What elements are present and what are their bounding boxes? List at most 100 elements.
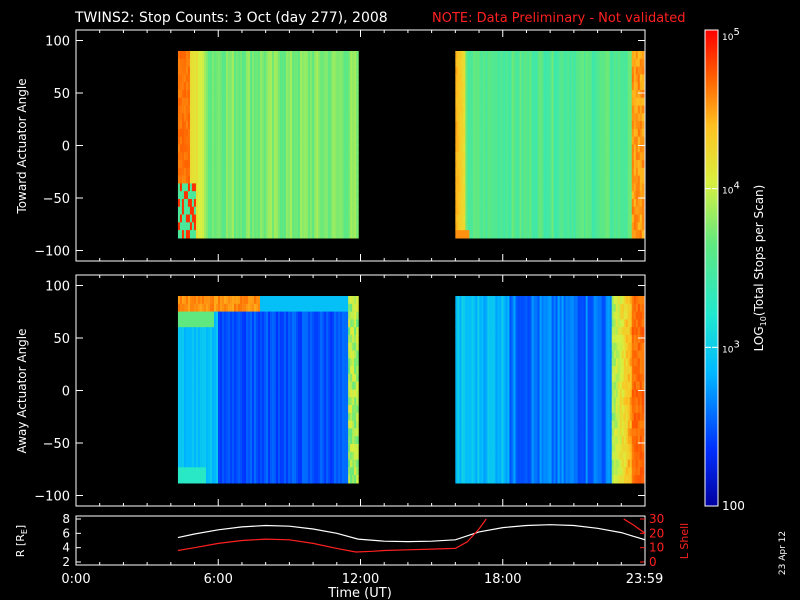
heatmap-cell (561, 51, 565, 60)
heatmap-cell (525, 160, 529, 169)
heatmap-cell (555, 58, 559, 68)
heatmap-cell (617, 152, 621, 161)
heatmap-cell (209, 358, 213, 367)
heatmap-cell (201, 160, 205, 169)
heatmap-cell (519, 175, 523, 184)
heatmap-cell (203, 389, 207, 398)
heatmap-cell (320, 113, 323, 122)
heatmap-cell (203, 74, 207, 83)
heatmap-cell (236, 175, 239, 184)
heatmap-cell (205, 303, 209, 313)
heatmap-cell (338, 230, 341, 239)
heatmap-cell (330, 206, 333, 216)
heatmap-cell (223, 206, 227, 216)
heatmap-cell (485, 214, 489, 223)
heatmap-cell (189, 152, 193, 161)
heatmap-cell (191, 113, 195, 122)
heatmap-cell (181, 191, 185, 200)
heatmap-cell (223, 412, 227, 422)
heatmap-cell (324, 183, 327, 192)
heatmap-cell (199, 121, 203, 130)
heatmap-cell (230, 144, 233, 153)
heatmap-cell (637, 97, 641, 107)
heatmap-cell (639, 198, 643, 208)
heatmap-cell (465, 152, 468, 161)
heatmap-cell (589, 222, 593, 231)
heatmap-cell (603, 105, 607, 114)
heatmap-cell (631, 160, 635, 169)
heatmap-cell (547, 214, 551, 223)
heatmap-cell (467, 206, 470, 216)
heatmap-cell (264, 82, 267, 91)
heatmap-cell (587, 58, 591, 68)
heatmap-cell (601, 113, 605, 122)
heatmap-cell (234, 206, 237, 216)
heatmap-cell (465, 97, 468, 107)
heatmap-cell (316, 183, 319, 192)
heatmap-cell (491, 222, 495, 231)
heatmap-cell (320, 105, 323, 114)
heatmap-cell (254, 152, 257, 161)
heatmap-cell (491, 152, 495, 161)
heatmap-cell (201, 198, 205, 208)
heatmap-cell (207, 373, 211, 383)
heatmap-cell (248, 206, 251, 216)
heatmap-cell (348, 113, 351, 122)
heatmap-cell (324, 144, 327, 153)
heatmap-cell (272, 175, 275, 184)
heatmap-cell (459, 105, 462, 114)
heatmap-cell (585, 144, 589, 153)
heatmap-cell (597, 144, 601, 153)
heatmap-cell (537, 136, 541, 146)
heatmap-cell (199, 467, 203, 476)
heatmap-cell (559, 222, 563, 231)
heatmap-cell (183, 405, 187, 414)
heatmap-cell (308, 105, 311, 114)
heatmap-cell (320, 51, 323, 60)
heatmap-cell (481, 191, 485, 200)
heatmap-cell (607, 128, 611, 138)
heatmap-cell (340, 222, 343, 231)
heatmap-cell (621, 113, 625, 122)
heatmap-cell (272, 183, 275, 192)
heatmap-cell (475, 206, 478, 216)
heatmap-cell (547, 74, 551, 83)
heatmap-cell (641, 167, 645, 177)
heatmap-cell (545, 121, 549, 130)
heatmap-cell (207, 436, 211, 445)
heatmap-cell (280, 128, 283, 138)
heatmap-cell (350, 230, 353, 239)
heatmap-cell (519, 113, 523, 122)
heatmap-cell (211, 66, 215, 75)
heatmap-cell (342, 230, 345, 239)
heatmap-cell (338, 222, 341, 231)
heatmap-cell (527, 128, 531, 138)
heatmap-cell (617, 105, 621, 114)
heatmap-cell (260, 183, 263, 192)
heatmap-cell (213, 222, 217, 231)
heatmap-cell (543, 198, 547, 208)
heatmap-cell (603, 191, 607, 200)
heatmap-cell (605, 89, 609, 99)
heatmap-cell (475, 167, 478, 177)
heatmap-cell (213, 89, 217, 99)
heatmap-cell (635, 230, 639, 239)
heatmap-cell (221, 82, 225, 91)
heatmap-cell (551, 230, 555, 239)
heatmap-cell (609, 128, 613, 138)
heatmap-cell (629, 128, 633, 138)
heatmap-cell (199, 428, 203, 437)
heatmap-cell (579, 74, 583, 83)
heatmap-cell (629, 206, 633, 216)
heatmap-cell (463, 222, 466, 231)
heatmap-cell (537, 175, 541, 184)
heatmap-cell (615, 191, 619, 200)
heatmap-cell (215, 475, 219, 484)
heatmap-cell (551, 136, 555, 146)
heatmap-cell (191, 467, 195, 476)
heatmap-cell (193, 222, 197, 231)
heatmap-cell (258, 167, 261, 177)
heatmap-cell (191, 144, 195, 153)
heatmap-cell (254, 183, 257, 192)
heatmap-cell (181, 342, 185, 352)
